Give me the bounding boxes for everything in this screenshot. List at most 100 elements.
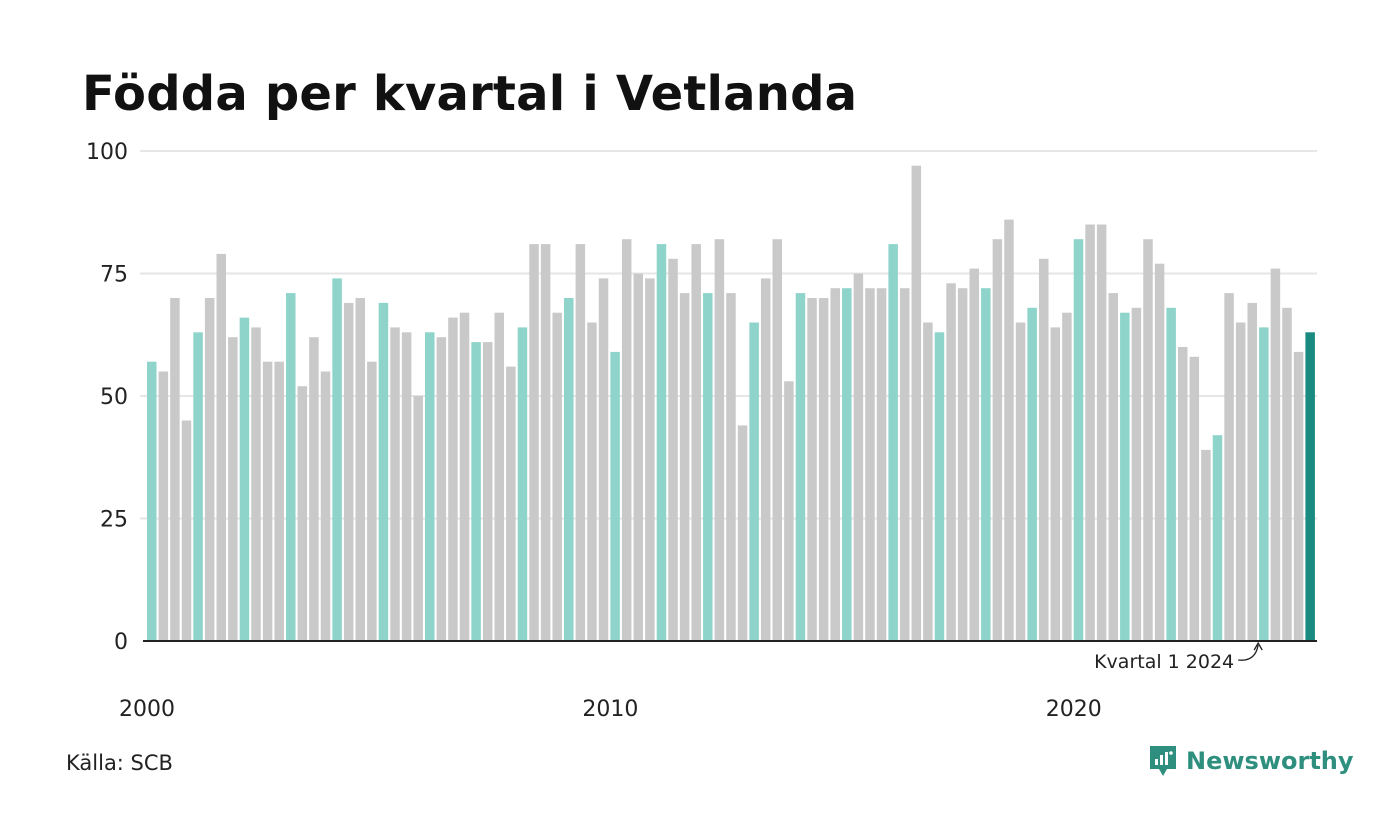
bar	[1154, 263, 1165, 641]
bar	[610, 351, 620, 641]
bar	[1131, 307, 1142, 641]
bar	[517, 327, 528, 641]
bar	[911, 165, 922, 641]
bar	[645, 278, 655, 641]
bar	[1293, 351, 1304, 641]
bar	[772, 239, 783, 641]
bar	[1027, 307, 1037, 641]
bar	[540, 244, 551, 641]
y-tick-label: 0	[114, 630, 128, 655]
bar	[378, 302, 389, 641]
bar	[888, 244, 898, 641]
bar	[946, 283, 956, 641]
source-label: Källa: SCB	[66, 751, 173, 775]
bar	[1224, 293, 1234, 641]
bar	[679, 293, 690, 641]
annotation-arrow	[1238, 644, 1259, 661]
bar	[204, 298, 215, 641]
bar	[1120, 312, 1130, 641]
bar	[494, 312, 505, 641]
bar	[726, 293, 736, 641]
bars	[147, 165, 1315, 641]
bar	[343, 302, 354, 641]
y-tick-label: 50	[100, 385, 128, 410]
bar	[957, 288, 968, 641]
bar	[1189, 356, 1200, 641]
bar	[251, 327, 261, 641]
axes: 0 25 50 75 100 2000 2010 2020	[86, 140, 1317, 722]
bar	[355, 298, 366, 641]
bar	[587, 322, 597, 641]
bar	[552, 312, 562, 641]
bar	[367, 361, 377, 641]
bar	[239, 317, 250, 641]
bar	[216, 253, 226, 641]
bar	[506, 366, 516, 641]
x-tick-label: 2000	[119, 697, 175, 722]
bar	[1108, 293, 1118, 641]
bar	[448, 317, 458, 641]
bar	[1143, 239, 1153, 641]
bar	[390, 327, 400, 641]
annotation: Kvartal 1 2024	[1094, 641, 1263, 673]
bar	[981, 288, 991, 641]
bar	[1235, 322, 1246, 641]
bar	[262, 361, 273, 641]
bar	[425, 332, 435, 641]
bar	[482, 342, 493, 641]
bar	[1259, 327, 1269, 641]
bar	[274, 361, 284, 641]
chart-title: Födda per kvartal i Vetlanda	[82, 66, 858, 122]
bar	[830, 288, 840, 641]
bar	[459, 312, 470, 641]
bar	[1282, 307, 1292, 641]
y-tick-label: 100	[86, 140, 128, 165]
bar	[1201, 449, 1211, 641]
bar	[633, 273, 644, 641]
bar	[865, 288, 875, 641]
bar	[1050, 327, 1061, 641]
bar	[413, 396, 423, 641]
bar	[332, 278, 342, 641]
bar	[853, 273, 864, 641]
bar	[795, 293, 806, 641]
bar	[703, 293, 713, 641]
bar	[286, 293, 296, 641]
bar	[1015, 322, 1026, 641]
bar	[564, 298, 574, 641]
bar	[1247, 302, 1257, 641]
bar	[842, 288, 852, 641]
bar	[714, 239, 725, 641]
bar	[1305, 332, 1315, 641]
annotation-label: Kvartal 1 2024	[1094, 651, 1234, 673]
bar	[1073, 239, 1084, 641]
bar	[992, 239, 1003, 641]
bar	[621, 239, 632, 641]
bar	[784, 381, 794, 641]
bar	[1096, 224, 1107, 641]
bar	[737, 425, 748, 641]
bar	[691, 244, 701, 641]
bar	[158, 371, 169, 641]
bar	[668, 258, 678, 641]
newsworthy-logo-icon	[1150, 746, 1176, 776]
bar	[575, 244, 586, 641]
bar	[1177, 347, 1188, 641]
brand-logo[interactable]: Newsworthy	[1148, 744, 1354, 778]
bar	[471, 342, 481, 641]
bar	[170, 298, 180, 641]
bar	[807, 298, 817, 641]
bar	[876, 288, 887, 641]
bar	[1212, 435, 1223, 641]
bar	[147, 361, 157, 641]
bar	[529, 244, 539, 641]
bar	[309, 337, 319, 641]
bar	[1166, 307, 1176, 641]
bar	[1038, 258, 1049, 641]
bar	[181, 420, 192, 641]
bar	[598, 278, 609, 641]
bar	[401, 332, 412, 641]
brand-name: Newsworthy	[1186, 747, 1354, 775]
x-tick-label: 2010	[582, 697, 638, 722]
